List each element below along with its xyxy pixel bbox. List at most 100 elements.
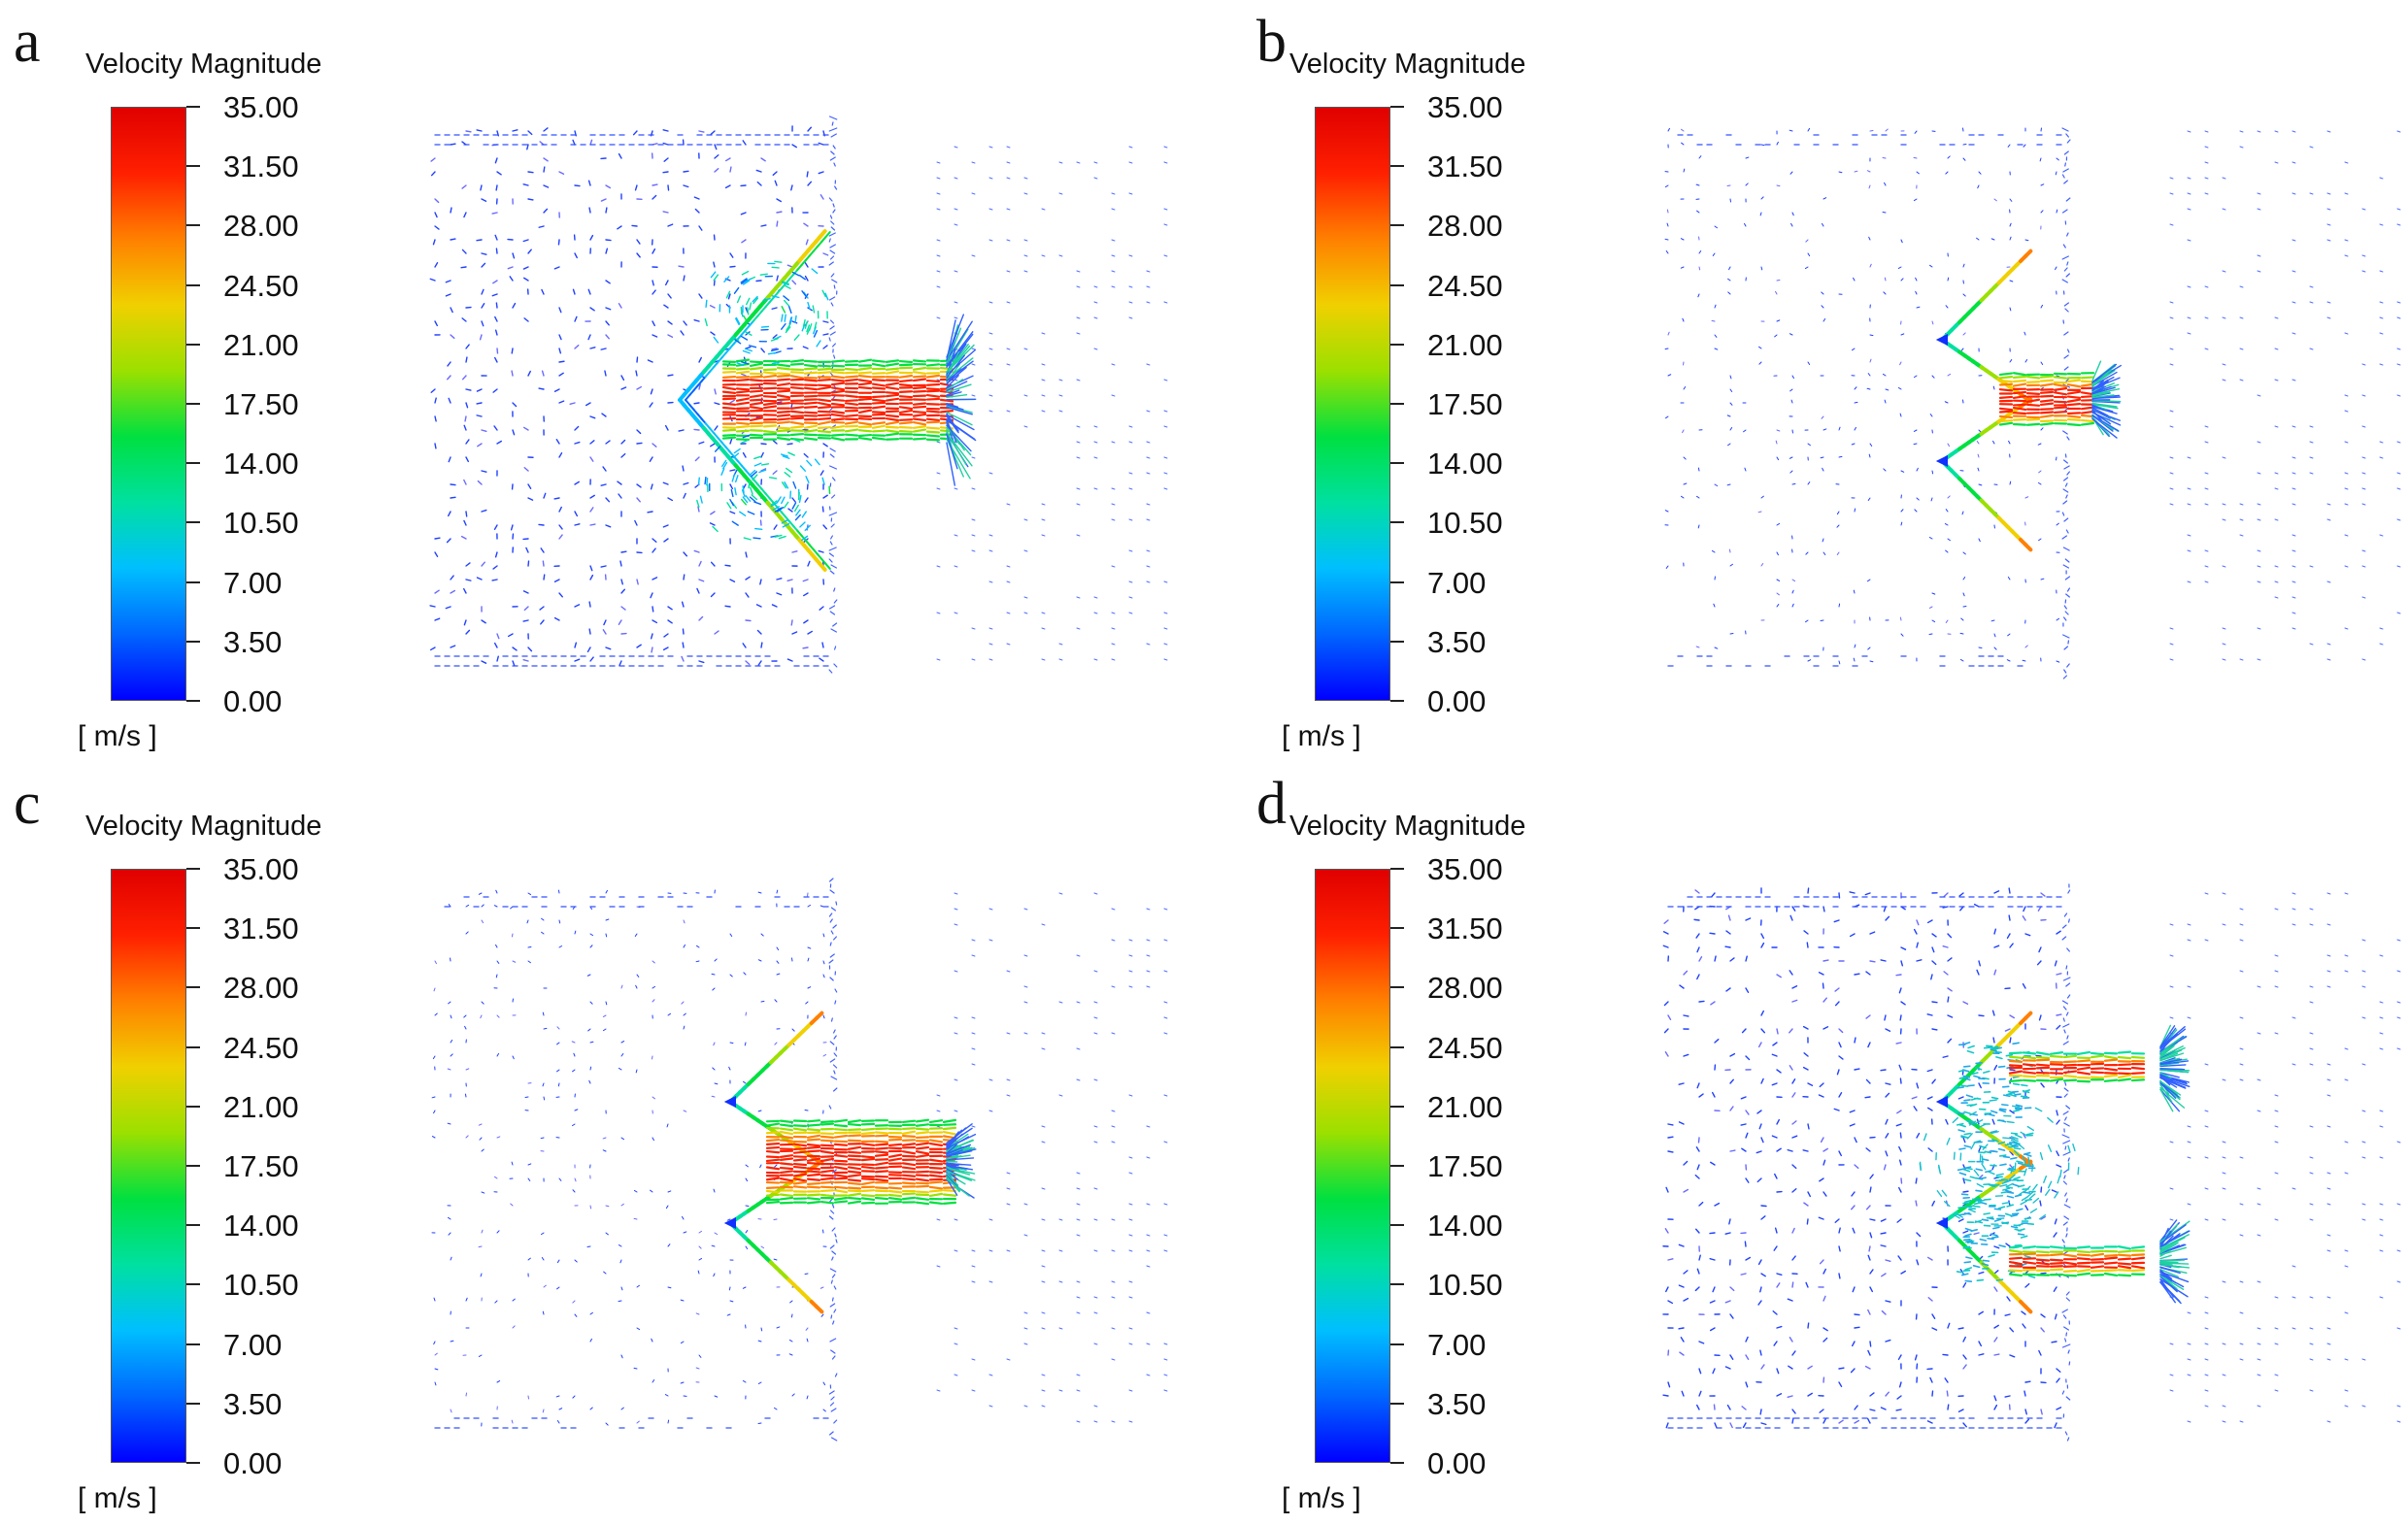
- background-vector: [2222, 379, 2226, 381]
- background-vector: [636, 644, 642, 648]
- background-vector: [1093, 1187, 1098, 1190]
- background-vector: [1993, 890, 2000, 894]
- background-vector: [633, 1189, 638, 1193]
- background-vector: [2009, 359, 2013, 363]
- background-vector: [2039, 1200, 2042, 1207]
- background-vector: [776, 1326, 781, 1329]
- jet-vector: [874, 1143, 889, 1146]
- background-vector: [2222, 1156, 2226, 1159]
- jet-vector: [789, 362, 805, 366]
- background-vector: [2361, 456, 2366, 459]
- wall-vector: [830, 535, 833, 540]
- background-vector: [2024, 1409, 2027, 1415]
- swirl-vector: [784, 299, 790, 307]
- background-vector: [2024, 645, 2028, 648]
- jet-vector: [806, 1185, 821, 1189]
- background-vector: [1678, 1243, 1685, 1247]
- background-vector: [1899, 1132, 1902, 1139]
- background-vector: [1899, 1077, 1902, 1084]
- background-vector: [1111, 643, 1116, 646]
- panel-letter: b: [1256, 9, 1287, 75]
- jet-vector: [817, 367, 832, 371]
- cone-edge-vector: [817, 229, 827, 240]
- background-vector: [776, 275, 779, 282]
- background-vector: [527, 1395, 530, 1400]
- jet-vector: [2066, 417, 2082, 421]
- background-vector: [2004, 1395, 2011, 1398]
- background-vector: [1913, 429, 1918, 432]
- outlet-vector: [946, 1155, 962, 1160]
- background-vector: [652, 1379, 655, 1383]
- background-vector: [481, 904, 485, 908]
- jet-vector: [860, 1143, 876, 1146]
- background-vector: [2291, 1327, 2296, 1330]
- jet-vector: [2012, 406, 2027, 412]
- background-vector: [953, 441, 958, 444]
- background-vector: [1913, 928, 1918, 935]
- background-vector: [1976, 441, 1980, 445]
- background-vector: [2257, 1327, 2261, 1330]
- swirl-vector: [771, 295, 780, 299]
- background-vector: [1962, 1336, 1966, 1343]
- background-vector: [1776, 1147, 1782, 1152]
- wall-vector: [2062, 547, 2070, 551]
- background-vector: [1729, 402, 1733, 406]
- background-vector: [1977, 453, 1980, 458]
- background-vector: [2326, 1063, 2331, 1066]
- background-vector: [463, 1014, 467, 1018]
- swirl-vector: [798, 494, 802, 504]
- wall-vector: [2064, 308, 2069, 313]
- background-vector: [2344, 161, 2349, 164]
- jet-vector: [885, 429, 900, 434]
- background-vector: [494, 1176, 498, 1179]
- background-vector: [496, 1230, 500, 1234]
- background-vector: [1666, 209, 1669, 214]
- background-vector: [558, 348, 562, 354]
- jet-vector: [819, 1180, 835, 1184]
- background-vector: [804, 262, 809, 268]
- background-vector: [1791, 1255, 1796, 1261]
- background-vector: [1823, 197, 1827, 200]
- background-vector: [1900, 278, 1904, 282]
- background-vector: [1897, 1255, 1902, 1261]
- background-vector: [636, 579, 639, 585]
- background-vector: [429, 278, 436, 282]
- background-vector: [1854, 1037, 1856, 1044]
- background-vector: [2187, 985, 2191, 988]
- background-vector: [431, 1096, 436, 1099]
- jet-vector: [735, 389, 751, 394]
- jet-vector: [915, 1201, 930, 1206]
- background-vector: [522, 659, 529, 662]
- swirl-vector: [784, 481, 789, 489]
- colorbar-tick-label: 28.00: [223, 971, 299, 1006]
- background-vector: [936, 254, 941, 257]
- background-vector: [2204, 549, 2209, 552]
- background-vector: [1698, 1000, 1705, 1003]
- jet-vector: [765, 1186, 781, 1190]
- wall-vector: [2064, 1081, 2067, 1086]
- background-vector: [652, 547, 656, 553]
- background-vector: [1899, 1014, 1902, 1021]
- background-vector: [1913, 375, 1918, 379]
- colorbar-tick: [1390, 224, 1404, 227]
- background-vector: [507, 633, 514, 638]
- background-vector: [1807, 1392, 1813, 1397]
- background-vector: [2309, 1047, 2314, 1050]
- background-vector: [1163, 658, 1168, 661]
- wall-vector: [829, 1268, 837, 1273]
- jet-vector: [833, 1123, 849, 1128]
- background-vector: [971, 549, 976, 552]
- background-vector: [1128, 1218, 1133, 1221]
- background-vector: [2379, 177, 2384, 180]
- wall-vector: [831, 1256, 834, 1261]
- background-vector: [819, 657, 824, 662]
- background-vector: [693, 196, 700, 200]
- background-vector: [1146, 301, 1151, 304]
- background-vector: [589, 1338, 592, 1343]
- jet-vector: [871, 401, 886, 405]
- outlet-vector: [946, 1177, 958, 1196]
- background-vector: [1866, 170, 1871, 173]
- background-vector: [1944, 1377, 1949, 1383]
- jet-vector: [789, 406, 805, 410]
- jet-vector: [776, 366, 791, 371]
